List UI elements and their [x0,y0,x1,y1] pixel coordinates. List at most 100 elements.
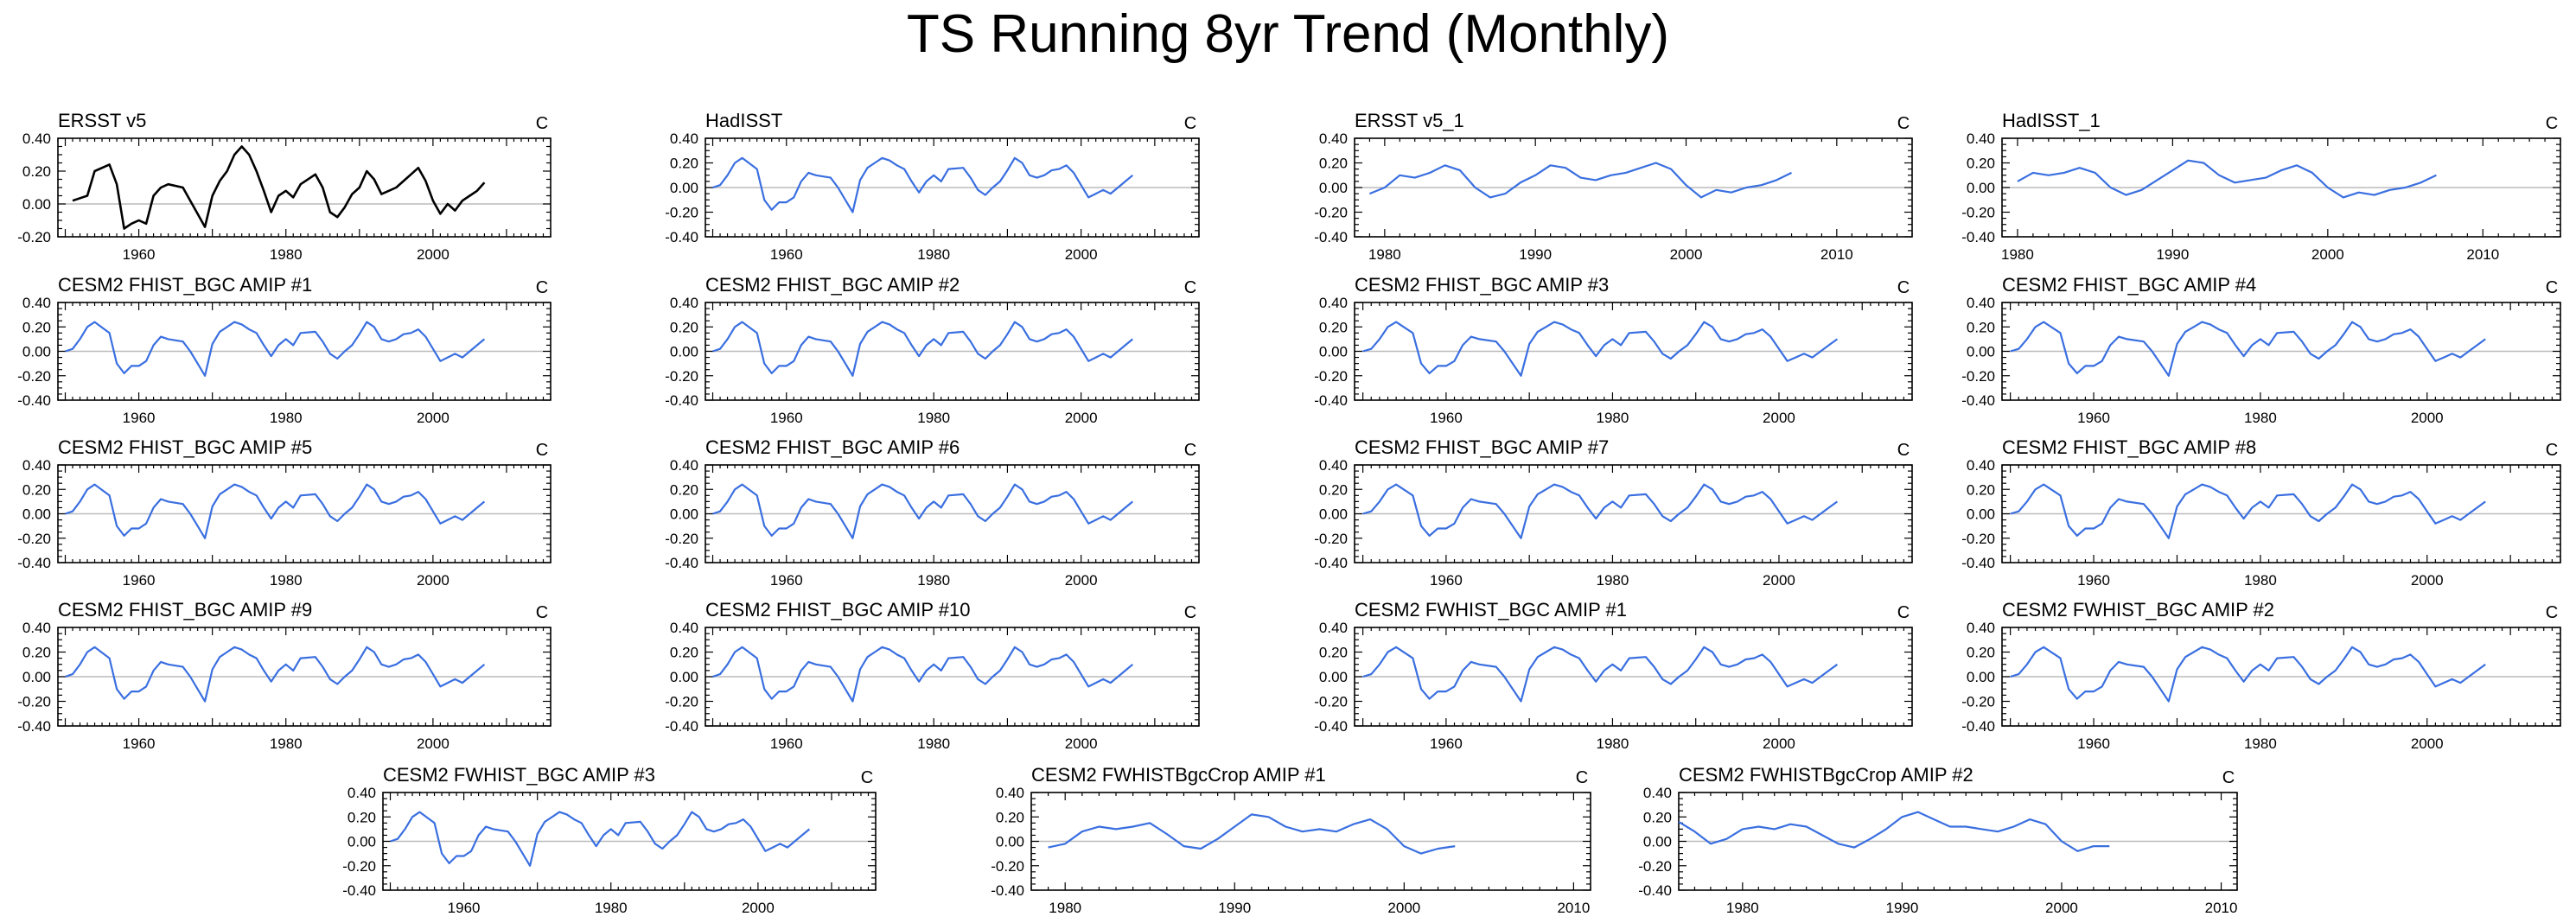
series-line [1362,483,1839,539]
y-tick-label: -0.20 [1638,858,1672,875]
y-tick-label: -0.40 [17,555,51,571]
y-tick-label: -0.40 [665,229,698,245]
x-tick-label: 1960 [123,735,156,752]
y-tick-label: 0.20 [996,809,1024,825]
panel-title: CESM2 FHIST_BGC AMIP #9 [58,599,312,621]
panel-title: CESM2 FHIST_BGC AMIP #6 [705,436,960,458]
y-tick-label: 0.40 [22,295,51,311]
y-tick-label: 0.40 [670,295,698,311]
y-tick-label: -0.40 [665,718,698,735]
y-tick-label: 0.00 [670,344,698,360]
y-tick-label: 0.40 [1319,620,1348,636]
x-tick-label: 1960 [2077,735,2110,752]
y-tick-label: -0.40 [1638,882,1672,899]
panel-title: CESM2 FHIST_BGC AMIP #3 [1355,274,1609,296]
x-tick-label: 1960 [770,572,803,589]
x-tick-label: 1980 [270,735,303,752]
chart-panel: CESM2 FHIST_BGC AMIP #10 C 0.40 0.20 0.00 -0.… [665,599,1200,752]
series-line [1368,162,1792,199]
y-tick-label: 0.00 [1319,506,1348,523]
x-tick-label: 1990 [2156,246,2189,263]
y-tick-label: -0.20 [17,229,51,245]
y-tick-label: 0.00 [1967,669,1995,685]
y-tick-label: 0.20 [348,809,376,825]
y-tick-label: -0.20 [17,368,51,385]
y-tick-label: 0.00 [1967,506,1995,523]
series-line [65,321,486,377]
chart-panel: CESM2 FWHIST_BGC AMIP #2 C 0.40 0.20 0.00 -0.… [1961,599,2561,752]
units-label: C [861,768,873,787]
x-tick-label: 2000 [417,410,450,426]
chart-panel: CESM2 FHIST_BGC AMIP #4 C 0.40 0.20 0.00 -0.2… [1961,274,2561,426]
x-tick-label: 2000 [1065,246,1098,263]
y-tick-label: 0.40 [1319,130,1348,147]
y-tick-label: 0.00 [1967,180,1995,196]
y-tick-label: -0.40 [1961,718,1995,735]
y-tick-label: -0.40 [991,882,1024,899]
y-tick-label: -0.40 [17,718,51,735]
x-tick-label: 1980 [2001,246,2034,263]
y-tick-label: -0.20 [665,694,698,710]
y-tick-label: -0.40 [1961,555,1995,571]
panel-title: CESM2 FHIST_BGC AMIP #2 [705,274,960,296]
x-tick-label: 2000 [2045,900,2078,916]
y-tick-label: 0.40 [1319,295,1348,311]
x-tick-label: 1960 [123,410,156,426]
x-tick-label: 1960 [1430,410,1463,426]
y-tick-label: 0.40 [996,785,1024,801]
series-line [65,483,486,539]
chart-panel: CESM2 FWHIST_BGC AMIP #3 C 0.40 0.20 0.00 -0.… [342,764,877,916]
y-tick-label: -0.20 [991,858,1024,875]
y-tick-label: -0.20 [1314,531,1348,547]
chart-panel: HadISST C 0.40 0.20 0.00 -0.20 -0.40 1960 1980 20… [665,110,1200,263]
panel-title: CESM2 FWHIST_BGC AMIP #2 [2002,599,2274,621]
y-tick-label: 0.20 [1967,645,1995,661]
y-tick-label: 0.40 [348,785,376,801]
units-label: C [536,603,548,622]
y-tick-label: -0.20 [17,531,51,547]
y-tick-label: 0.00 [670,180,698,196]
y-tick-label: -0.20 [665,368,698,385]
x-tick-label: 1960 [770,246,803,263]
y-tick-label: 0.40 [22,620,51,636]
units-label: C [1897,278,1910,297]
y-tick-label: -0.40 [1314,555,1348,571]
units-label: C [2546,441,2558,460]
x-tick-label: 1960 [1430,572,1463,589]
y-tick-label: -0.20 [665,531,698,547]
x-tick-label: 2000 [2411,410,2444,426]
units-label: C [2222,768,2235,787]
y-tick-label: 0.00 [670,506,698,523]
x-tick-label: 2000 [2311,246,2344,263]
x-tick-label: 1980 [1049,900,1081,916]
series-line [1678,811,2110,852]
y-tick-label: 0.40 [1319,457,1348,474]
y-tick-label: 0.20 [22,645,51,661]
x-tick-label: 2000 [1065,572,1098,589]
series-line [390,811,811,867]
chart-panel: CESM2 FWHISTBgcCrop AMIP #1 C 0.40 0.20 0.00… [991,764,1591,916]
panel-title: CESM2 FWHIST_BGC AMIP #3 [383,764,655,786]
panel-title: HadISST_1 [2002,110,2101,131]
y-tick-label: 0.20 [1967,156,1995,172]
y-tick-label: -0.20 [1314,694,1348,710]
x-tick-label: 1980 [917,410,950,426]
units-label: C [536,114,548,133]
x-tick-label: 2000 [1387,900,1420,916]
x-tick-label: 1960 [2077,572,2110,589]
plot-frame [57,137,552,238]
panel-title: CESM2 FHIST_BGC AMIP #1 [58,274,312,296]
x-tick-label: 1990 [1519,246,1552,263]
chart-panel: CESM2 FHIST_BGC AMIP #7 C 0.40 0.20 0.00 -0.2… [1314,436,1913,589]
y-tick-label: 0.20 [22,163,51,180]
units-label: C [1897,603,1910,622]
panel-title: ERSST v5 [58,110,146,131]
x-tick-label: 2010 [1557,900,1590,916]
y-tick-label: 0.40 [22,130,51,147]
chart-panel: ERSST v5 C 0.40 0.20 0.00 -0.20 1960 1980 2000 [17,110,552,263]
panel-title: CESM2 FHIST_BGC AMIP #4 [2002,274,2256,296]
y-tick-label: -0.20 [1961,368,1995,385]
x-tick-label: 1990 [1885,900,1918,916]
series-line [712,483,1133,539]
